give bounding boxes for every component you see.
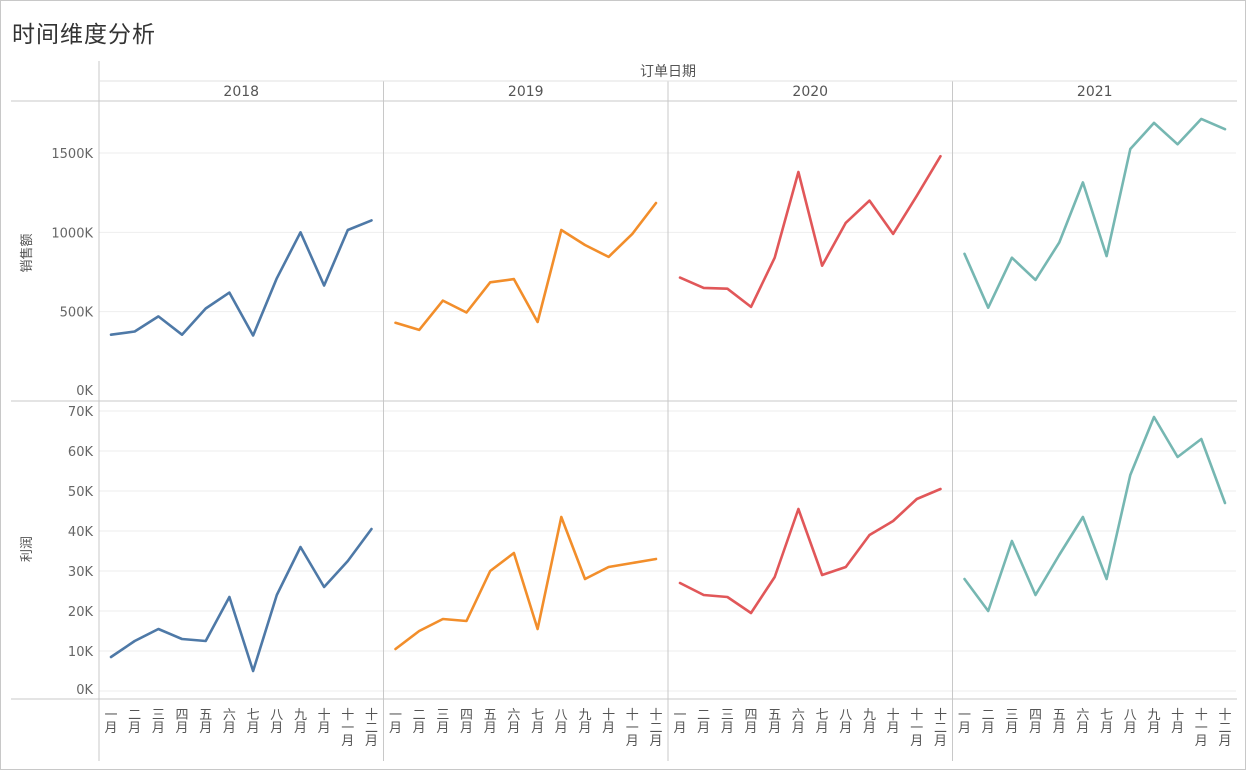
month-label-2021-7: 七月: [1100, 708, 1113, 736]
month-label-2018-9: 九月: [294, 708, 307, 736]
month-label-2020-6: 六月: [792, 708, 805, 736]
year-header-2021: 2021: [1077, 84, 1113, 100]
month-label-2019-11: 十一月: [626, 708, 639, 749]
profit-tick-label-7: 70K: [68, 405, 94, 420]
sales-line-2018: [109, 219, 373, 337]
profit-tick-label-2: 20K: [68, 605, 94, 620]
month-label-2021-1: 一月: [958, 708, 971, 736]
profit-line-2018: [109, 527, 373, 673]
month-label-2021-10: 十月: [1171, 708, 1184, 736]
month-label-2019-3: 三月: [436, 708, 449, 736]
profit-line-2020: [678, 487, 942, 615]
page-title: 时间维度分析: [12, 22, 156, 48]
month-label-2021-4: 四月: [1029, 708, 1042, 736]
month-label-2018-3: 三月: [152, 708, 165, 736]
year-header-2019: 2019: [508, 84, 544, 100]
profit-tick-label-3: 30K: [68, 565, 94, 580]
month-label-2019-4: 四月: [460, 708, 473, 736]
month-label-2020-5: 五月: [768, 708, 781, 736]
profit-tick-label-0: 0K: [76, 683, 93, 698]
month-label-2018-8: 八月: [270, 708, 283, 736]
month-label-2018-11: 十一月: [341, 708, 354, 749]
profit-tick-label-6: 60K: [68, 445, 94, 460]
month-label-2018-2: 二月: [128, 708, 141, 736]
month-label-2020-8: 八月: [839, 708, 852, 736]
sales-axis-title: 销售额: [19, 233, 35, 272]
profit-tick-label-5: 50K: [68, 485, 94, 500]
month-label-2018-1: 一月: [104, 708, 117, 736]
month-label-2019-12: 十二月: [649, 708, 662, 749]
sales-line-2021: [963, 117, 1227, 310]
month-label-2019-7: 七月: [531, 708, 544, 736]
month-label-2020-2: 二月: [697, 708, 710, 736]
month-label-2021-5: 五月: [1053, 708, 1066, 736]
month-label-2021-8: 八月: [1124, 708, 1137, 736]
month-label-2019-8: 八月: [555, 708, 568, 736]
sales-line-2019: [394, 201, 658, 332]
month-label-2018-10: 十月: [318, 708, 331, 736]
month-label-2021-2: 二月: [982, 708, 995, 736]
month-label-2021-11: 十一月: [1195, 708, 1208, 749]
month-label-2018-6: 六月: [223, 708, 236, 736]
month-label-2021-12: 十二月: [1218, 708, 1231, 749]
sales-tick-label-0: 0K: [76, 384, 93, 399]
month-label-2020-9: 九月: [863, 708, 876, 736]
month-label-2019-2: 二月: [413, 708, 426, 736]
profit-tick-label-1: 10K: [68, 645, 94, 660]
column-header: 订单日期: [640, 64, 696, 80]
month-label-2021-6: 六月: [1076, 708, 1089, 736]
month-label-2018-12: 十二月: [365, 708, 378, 749]
month-label-2020-1: 一月: [673, 708, 686, 736]
month-label-2018-7: 七月: [247, 708, 260, 736]
month-label-2021-3: 三月: [1005, 708, 1018, 736]
profit-line-2019: [394, 515, 658, 651]
profit-line-2021: [963, 415, 1227, 613]
sales-line-2020: [678, 154, 942, 309]
sales-tick-label-3: 1500K: [51, 147, 93, 162]
year-header-2020: 2020: [792, 84, 828, 100]
month-label-2019-9: 九月: [578, 708, 591, 736]
month-label-2020-4: 四月: [745, 708, 758, 736]
month-label-2020-10: 十月: [887, 708, 900, 736]
month-label-2021-9: 九月: [1147, 708, 1160, 736]
year-header-2018: 2018: [223, 84, 259, 100]
month-label-2019-6: 六月: [507, 708, 520, 736]
month-label-2018-5: 五月: [199, 708, 212, 736]
profit-axis-title: 利润: [20, 536, 35, 562]
month-label-2020-12: 十二月: [934, 708, 947, 749]
month-label-2019-10: 十月: [602, 708, 615, 736]
month-label-2020-11: 十一月: [910, 708, 923, 749]
sales-tick-label-1: 500K: [60, 306, 94, 321]
month-label-2020-3: 三月: [721, 708, 734, 736]
profit-tick-label-4: 40K: [68, 525, 94, 540]
month-label-2020-7: 七月: [816, 708, 829, 736]
month-label-2019-1: 一月: [389, 708, 402, 736]
month-label-2019-5: 五月: [484, 708, 497, 736]
month-label-2018-4: 四月: [176, 708, 189, 736]
sales-tick-label-2: 1000K: [51, 226, 93, 241]
